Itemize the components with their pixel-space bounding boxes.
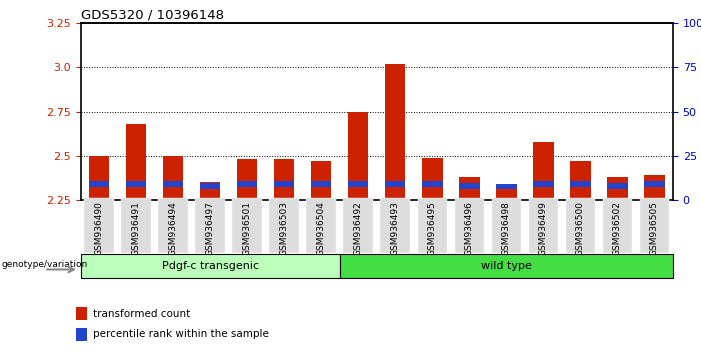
FancyBboxPatch shape <box>454 198 484 253</box>
FancyBboxPatch shape <box>233 198 262 253</box>
Bar <box>607 183 627 188</box>
Text: transformed count: transformed count <box>93 309 190 319</box>
FancyBboxPatch shape <box>81 254 340 278</box>
Bar <box>644 175 665 200</box>
Bar <box>459 177 479 200</box>
Bar <box>644 181 665 187</box>
Text: GSM936493: GSM936493 <box>390 201 400 256</box>
FancyBboxPatch shape <box>418 198 447 253</box>
Bar <box>607 177 627 200</box>
FancyBboxPatch shape <box>639 198 669 253</box>
Bar <box>533 142 554 200</box>
Bar <box>496 184 517 189</box>
Bar <box>385 181 405 187</box>
FancyBboxPatch shape <box>603 198 632 253</box>
Bar <box>422 181 442 187</box>
FancyBboxPatch shape <box>121 198 151 253</box>
Bar <box>385 64 405 200</box>
Bar <box>89 181 109 187</box>
FancyBboxPatch shape <box>84 198 114 253</box>
Bar <box>348 181 369 187</box>
Text: GSM936496: GSM936496 <box>465 201 474 256</box>
FancyBboxPatch shape <box>381 198 410 253</box>
Bar <box>126 124 147 200</box>
Text: GSM936503: GSM936503 <box>280 201 289 256</box>
Bar <box>89 156 109 200</box>
Bar <box>570 181 590 187</box>
Bar <box>459 183 479 188</box>
Bar <box>311 161 332 200</box>
Bar <box>533 181 554 187</box>
Text: GSM936500: GSM936500 <box>576 201 585 256</box>
Text: GSM936501: GSM936501 <box>243 201 252 256</box>
FancyBboxPatch shape <box>306 198 336 253</box>
Text: GSM936494: GSM936494 <box>169 201 177 256</box>
Bar <box>570 161 590 200</box>
FancyBboxPatch shape <box>529 198 558 253</box>
Bar <box>76 328 87 341</box>
FancyBboxPatch shape <box>269 198 299 253</box>
FancyBboxPatch shape <box>340 254 673 278</box>
Bar <box>274 159 294 200</box>
Bar <box>274 181 294 187</box>
Text: wild type: wild type <box>481 261 532 271</box>
FancyBboxPatch shape <box>158 198 188 253</box>
Text: GSM936498: GSM936498 <box>502 201 511 256</box>
Bar <box>496 189 517 200</box>
Text: GSM936495: GSM936495 <box>428 201 437 256</box>
Bar <box>163 181 184 187</box>
Text: GSM936492: GSM936492 <box>354 201 363 256</box>
Bar <box>76 307 87 320</box>
Bar <box>200 182 220 200</box>
FancyBboxPatch shape <box>566 198 595 253</box>
Bar <box>237 159 257 200</box>
Text: Pdgf-c transgenic: Pdgf-c transgenic <box>162 261 259 271</box>
Bar <box>200 183 220 188</box>
Bar <box>311 181 332 187</box>
Bar <box>237 181 257 187</box>
Text: GSM936497: GSM936497 <box>205 201 215 256</box>
FancyBboxPatch shape <box>196 198 225 253</box>
Bar <box>163 156 184 200</box>
Text: genotype/variation: genotype/variation <box>1 260 88 269</box>
Text: GSM936499: GSM936499 <box>539 201 548 256</box>
Text: percentile rank within the sample: percentile rank within the sample <box>93 330 268 339</box>
FancyBboxPatch shape <box>343 198 373 253</box>
Bar <box>348 112 369 200</box>
Text: GSM936490: GSM936490 <box>95 201 104 256</box>
Bar <box>422 158 442 200</box>
Text: GSM936491: GSM936491 <box>132 201 141 256</box>
Text: GSM936502: GSM936502 <box>613 201 622 256</box>
Text: GDS5320 / 10396148: GDS5320 / 10396148 <box>81 9 224 22</box>
Text: GSM936505: GSM936505 <box>650 201 659 256</box>
FancyBboxPatch shape <box>491 198 521 253</box>
Bar <box>126 181 147 187</box>
Text: GSM936504: GSM936504 <box>317 201 326 256</box>
